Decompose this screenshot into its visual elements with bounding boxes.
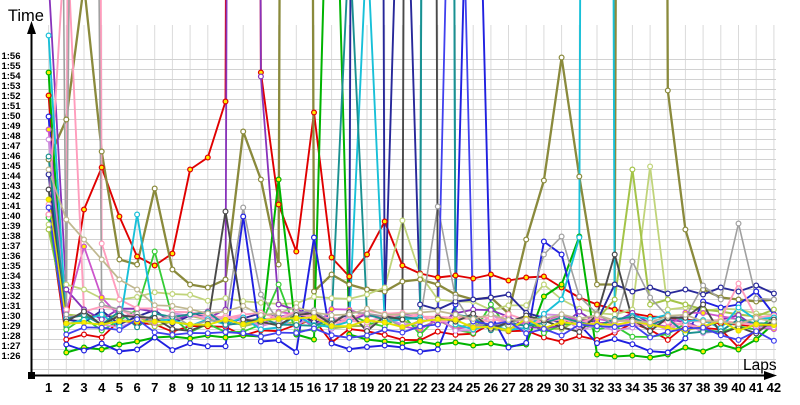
svg-text:1:30: 1:30 [1, 311, 20, 322]
svg-text:33: 33 [607, 380, 621, 395]
svg-text:29: 29 [537, 380, 551, 395]
svg-text:1:54: 1:54 [1, 71, 21, 82]
svg-text:1:40: 1:40 [1, 211, 20, 222]
svg-text:1:29: 1:29 [1, 321, 20, 332]
svg-text:5: 5 [116, 380, 123, 395]
svg-text:38: 38 [696, 380, 710, 395]
svg-text:31: 31 [572, 380, 586, 395]
svg-text:40: 40 [731, 380, 745, 395]
svg-text:35: 35 [643, 380, 657, 395]
svg-text:15: 15 [289, 380, 303, 395]
svg-text:6: 6 [133, 380, 140, 395]
svg-text:1:26: 1:26 [1, 351, 20, 362]
svg-text:39: 39 [714, 380, 728, 395]
svg-text:34: 34 [625, 380, 640, 395]
svg-text:Laps: Laps [743, 357, 777, 374]
svg-text:24: 24 [448, 380, 463, 395]
svg-text:1:39: 1:39 [1, 221, 20, 232]
svg-text:1:27: 1:27 [1, 341, 20, 352]
svg-text:1:49: 1:49 [1, 121, 20, 132]
svg-text:12: 12 [236, 380, 250, 395]
svg-text:26: 26 [484, 380, 498, 395]
svg-text:1:47: 1:47 [1, 141, 20, 152]
svg-text:19: 19 [360, 380, 374, 395]
svg-text:9: 9 [186, 380, 193, 395]
svg-text:1:35: 1:35 [1, 261, 21, 272]
svg-text:1:42: 1:42 [1, 191, 20, 202]
svg-text:41: 41 [749, 380, 763, 395]
svg-text:27: 27 [501, 380, 515, 395]
svg-text:10: 10 [201, 380, 215, 395]
svg-text:7: 7 [151, 380, 158, 395]
svg-text:3: 3 [80, 380, 87, 395]
svg-text:1:41: 1:41 [1, 201, 21, 212]
svg-text:1:52: 1:52 [1, 91, 20, 102]
svg-text:4: 4 [98, 380, 106, 395]
svg-text:1: 1 [45, 380, 52, 395]
svg-text:1:45: 1:45 [1, 161, 21, 172]
svg-text:23: 23 [431, 380, 445, 395]
svg-text:36: 36 [661, 380, 675, 395]
svg-text:1:32: 1:32 [1, 291, 20, 302]
svg-text:18: 18 [342, 380, 356, 395]
svg-text:1:34: 1:34 [1, 271, 21, 282]
svg-text:1:36: 1:36 [1, 251, 20, 262]
svg-text:37: 37 [678, 380, 692, 395]
svg-text:1:50: 1:50 [1, 111, 20, 122]
svg-text:1:38: 1:38 [1, 231, 20, 242]
svg-text:22: 22 [413, 380, 427, 395]
svg-text:11: 11 [219, 380, 233, 395]
svg-text:1:55: 1:55 [1, 61, 21, 72]
svg-text:1:43: 1:43 [1, 181, 20, 192]
svg-text:30: 30 [554, 380, 568, 395]
svg-text:1:56: 1:56 [1, 51, 20, 62]
svg-text:1:33: 1:33 [1, 281, 20, 292]
svg-text:20: 20 [377, 380, 391, 395]
svg-text:8: 8 [169, 380, 176, 395]
svg-text:28: 28 [519, 380, 533, 395]
svg-text:2: 2 [63, 380, 70, 395]
svg-text:42: 42 [767, 380, 781, 395]
svg-text:16: 16 [307, 380, 321, 395]
svg-text:21: 21 [395, 380, 409, 395]
svg-text:32: 32 [590, 380, 604, 395]
svg-text:1:28: 1:28 [1, 331, 20, 342]
svg-text:Time: Time [8, 7, 44, 25]
svg-text:25: 25 [466, 380, 480, 395]
svg-text:1:53: 1:53 [1, 81, 20, 92]
svg-text:1:37: 1:37 [1, 241, 20, 252]
svg-text:17: 17 [324, 380, 338, 395]
svg-text:1:51: 1:51 [1, 101, 21, 112]
svg-text:14: 14 [271, 380, 286, 395]
svg-text:13: 13 [254, 380, 268, 395]
svg-text:1:44: 1:44 [1, 171, 21, 182]
svg-text:1:48: 1:48 [1, 131, 20, 142]
svg-text:1:31: 1:31 [1, 301, 21, 312]
svg-text:1:46: 1:46 [1, 151, 20, 162]
